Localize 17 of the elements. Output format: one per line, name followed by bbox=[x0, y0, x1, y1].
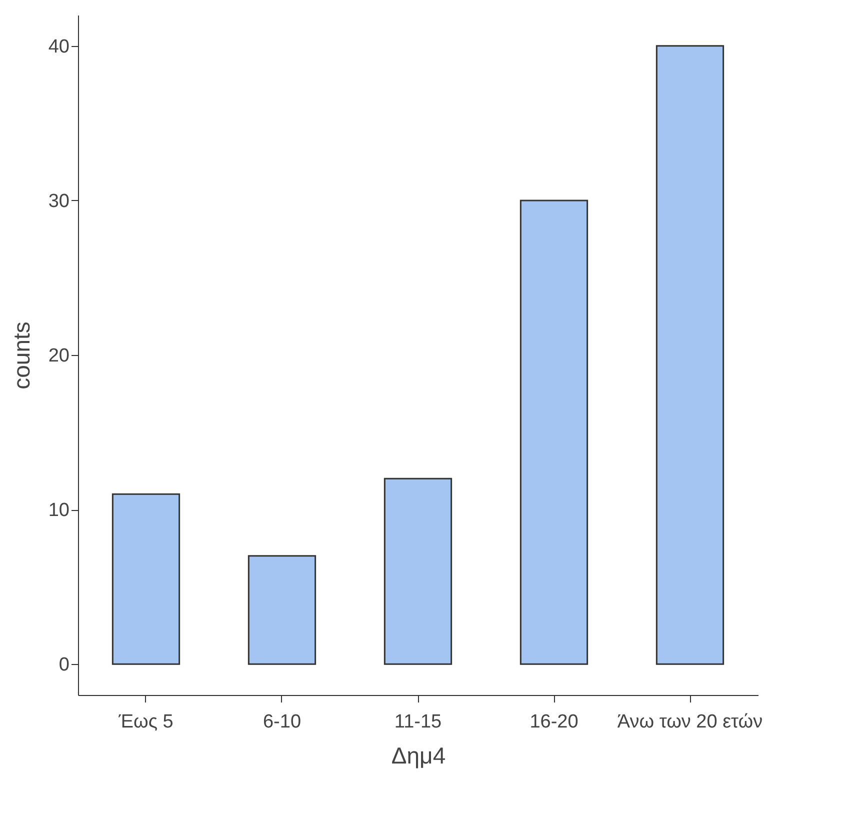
x-tick-label: Άνω των 20 ετών bbox=[617, 712, 763, 732]
x-axis-title: Δημ4 bbox=[391, 742, 446, 768]
x-tick-label: 11-15 bbox=[394, 712, 442, 732]
bar bbox=[384, 478, 452, 665]
y-tick-label: 0 bbox=[58, 654, 70, 676]
bar bbox=[248, 555, 316, 665]
bar bbox=[520, 200, 588, 665]
y-tick-label: 20 bbox=[48, 346, 70, 366]
y-tick-label: 30 bbox=[48, 190, 70, 212]
x-tick-label: 6-10 bbox=[262, 712, 302, 732]
y-tick-label: 10 bbox=[48, 500, 70, 522]
bar bbox=[656, 45, 724, 665]
x-tick-label: 16-20 bbox=[530, 712, 578, 732]
bar bbox=[112, 493, 180, 665]
y-tick-label: 40 bbox=[48, 36, 70, 58]
y-axis-title: counts bbox=[8, 322, 34, 390]
x-tick-label: Έως 5 bbox=[118, 712, 174, 732]
